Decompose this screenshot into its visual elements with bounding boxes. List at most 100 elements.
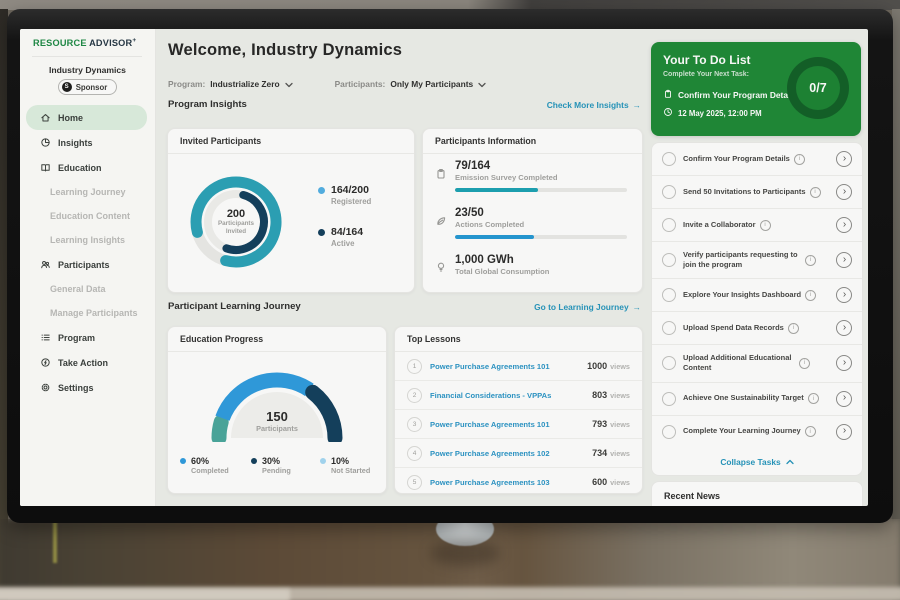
top-lessons-body: 1 Power Purchase Agreements 101 1000 vie… xyxy=(395,352,642,496)
leaf-icon xyxy=(435,214,447,226)
sidebar-item-learning-journey[interactable]: Learning Journey xyxy=(26,180,147,204)
task-checkbox[interactable] xyxy=(662,218,676,232)
sidebar-nav: Home Insights Education Learning Journey… xyxy=(20,105,155,400)
task-checkbox[interactable] xyxy=(662,288,676,303)
task-label: Explore Your Insights Dashboard xyxy=(683,290,802,300)
sidebar-item-label: Program xyxy=(58,332,96,343)
task-chevron-button[interactable]: › xyxy=(836,423,852,440)
task-chevron-button[interactable]: › xyxy=(836,390,852,407)
donut-center-value: 200 xyxy=(226,208,246,221)
list-icon xyxy=(40,332,51,343)
task-checkbox[interactable] xyxy=(662,152,676,166)
lesson-link[interactable]: Power Purchase Agreements 101 xyxy=(430,361,550,371)
action-bolt-icon xyxy=(40,357,51,368)
check-more-insights-link[interactable]: Check More Insights → xyxy=(547,100,641,110)
users-icon xyxy=(40,259,51,270)
clipboard-icon xyxy=(435,167,447,179)
card-title: Education Progress xyxy=(168,327,386,352)
task-chevron-button[interactable]: › xyxy=(836,287,852,304)
program-label: Program: xyxy=(168,79,206,89)
todo-progress-ring: 0/7 xyxy=(787,57,849,119)
task-chevron-button[interactable]: › xyxy=(836,184,852,200)
chevron-down-icon xyxy=(478,75,486,93)
sidebar-item-participants[interactable]: Participants xyxy=(26,252,147,277)
donut-center-label: Participants Invited xyxy=(217,220,255,235)
sidebar-item-manage-participants[interactable]: Manage Participants xyxy=(26,301,147,325)
program-value: Industrialize Zero xyxy=(210,79,280,89)
task-label: Achieve One Sustainability Target xyxy=(683,393,804,403)
lesson-views-label: views xyxy=(610,390,630,400)
lesson-row: 3 Power Purchase Agreements 101 793 view… xyxy=(395,409,642,438)
clock-icon xyxy=(663,104,673,122)
participants-value: Only My Participants xyxy=(390,79,474,89)
task-label: Upload Spend Data Records xyxy=(683,323,784,333)
task-row: Upload Additional Educational Content i … xyxy=(652,344,862,381)
legend-value: 84/164 xyxy=(331,226,364,238)
collapse-tasks-link[interactable]: Collapse Tasks xyxy=(652,448,862,476)
info-icon: i xyxy=(809,186,821,198)
task-checkbox[interactable] xyxy=(662,321,676,336)
legend-dot xyxy=(251,458,257,464)
sidebar-item-take-action[interactable]: Take Action xyxy=(26,350,147,375)
arrow-right-icon: → xyxy=(632,301,641,312)
recent-news-card: Recent News xyxy=(651,481,863,506)
task-checkbox[interactable] xyxy=(662,424,676,439)
lesson-link[interactable]: Power Purchase Agreements 101 xyxy=(430,419,550,429)
go-to-learning-journey-link[interactable]: Go to Learning Journey → xyxy=(534,302,641,312)
lesson-link[interactable]: Financial Considerations - VPPAs xyxy=(430,390,552,400)
sidebar-item-insights[interactable]: Insights xyxy=(26,130,147,155)
task-chevron-button[interactable]: › xyxy=(836,320,852,337)
learning-journey-header: Participant Learning Journey Go to Learn… xyxy=(168,301,641,312)
card-title: Invited Participants xyxy=(168,129,414,154)
legend-label: Pending xyxy=(262,466,291,475)
legend-dot xyxy=(318,186,325,194)
legend-value: 164/200 xyxy=(331,184,369,196)
background-cable xyxy=(53,521,57,563)
task-chevron-button[interactable]: › xyxy=(836,217,852,233)
task-row: Upload Spend Data Records i › xyxy=(652,311,862,344)
program-select[interactable]: Program: Industrialize Zero xyxy=(168,75,293,93)
sidebar-item-label: Manage Participants xyxy=(50,308,138,318)
sidebar-item-label: Learning Insights xyxy=(50,235,126,245)
stat-value: 79/164 xyxy=(455,160,491,172)
sponsor-badge[interactable]: S Sponsor xyxy=(57,79,118,95)
progress-track xyxy=(455,235,627,239)
info-icon: i xyxy=(805,254,816,266)
sidebar-item-education-content[interactable]: Education Content xyxy=(26,204,147,228)
sidebar-item-learning-insights[interactable]: Learning Insights xyxy=(26,228,147,252)
task-checkbox[interactable] xyxy=(662,253,676,268)
lesson-rank: 2 xyxy=(407,387,422,403)
lesson-link[interactable]: Power Purchase Agreements 102 xyxy=(430,448,550,458)
info-icon: i xyxy=(799,357,810,369)
sidebar-item-program[interactable]: Program xyxy=(26,325,147,350)
legend-value: 30% xyxy=(262,456,281,466)
task-chevron-button[interactable]: › xyxy=(836,252,852,269)
background-wall-top xyxy=(0,0,900,10)
sidebar-item-general-data[interactable]: General Data xyxy=(26,277,147,301)
lesson-link[interactable]: Power Purchase Agreements 103 xyxy=(430,477,550,487)
lesson-views: 803 xyxy=(592,390,608,400)
task-checkbox[interactable] xyxy=(662,185,676,199)
stat-label: Actions Completed xyxy=(455,220,525,229)
lesson-row: 2 Financial Considerations - VPPAs 803 v… xyxy=(395,380,642,409)
legend-value: 60% xyxy=(191,456,210,466)
task-checkbox[interactable] xyxy=(662,391,676,406)
task-row: Verify participants requesting to join t… xyxy=(652,241,862,278)
education-progress-card: Education Progress 150 Participants 60% … xyxy=(167,326,387,494)
task-chevron-button[interactable]: › xyxy=(836,355,852,372)
gauge-center-label: Participants xyxy=(256,424,298,433)
background-desk-strip-light xyxy=(0,589,290,600)
sidebar-item-label: Participants xyxy=(58,259,110,270)
sidebar-item-education[interactable]: Education xyxy=(26,155,147,180)
legend-dot xyxy=(320,458,326,464)
lesson-views: 793 xyxy=(592,419,608,429)
task-chevron-button[interactable]: › xyxy=(836,151,852,167)
sidebar-item-home[interactable]: Home xyxy=(26,105,147,130)
sidebar-item-settings[interactable]: Settings xyxy=(26,375,147,400)
sidebar: RESOURCE ADVISOR+ Industry Dynamics S Sp… xyxy=(20,29,156,506)
task-checkbox[interactable] xyxy=(662,356,676,371)
participants-select[interactable]: Participants: Only My Participants xyxy=(335,75,487,93)
todo-subtitle: Complete Your Next Task: xyxy=(663,71,749,78)
monitor-bezel: RESOURCE ADVISOR+ Industry Dynamics S Sp… xyxy=(7,9,893,523)
education-progress-body: 150 Participants 60% Completed 30% Pendi… xyxy=(168,352,386,493)
